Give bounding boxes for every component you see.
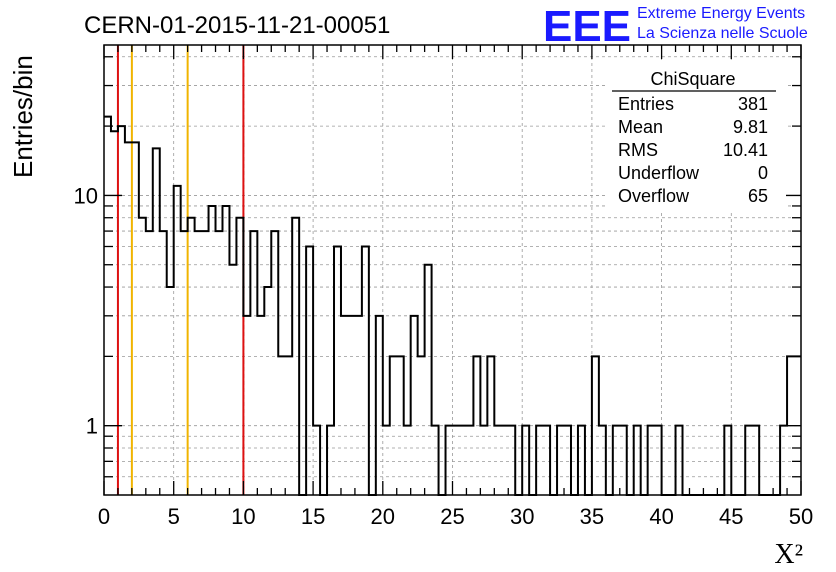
grid-lines — [104, 45, 801, 495]
histogram-bin — [250, 231, 257, 495]
stats-label: RMS — [618, 140, 658, 160]
stats-value: 381 — [738, 94, 768, 114]
x-tick-label: 20 — [371, 504, 395, 529]
stats-box-name: ChiSquare — [650, 69, 735, 89]
histogram-bin — [334, 246, 341, 495]
histogram-bin — [257, 316, 264, 495]
histogram-bin — [174, 186, 181, 495]
histogram-bin — [167, 287, 174, 495]
x-axis-label: X² — [774, 539, 803, 570]
histogram-outline — [104, 115, 801, 496]
histogram-bin — [243, 316, 250, 495]
histogram-bin — [146, 231, 153, 495]
stats-box: ChiSquare Entries 381 Mean 9.81 RMS 10.41 Unde… — [606, 60, 786, 210]
stats-label: Entries — [618, 94, 674, 114]
stats-value: 10.41 — [723, 140, 768, 160]
x-tick-label: 30 — [510, 504, 534, 529]
histogram-bin — [425, 265, 432, 495]
y-axis-label: Entries/bin — [8, 55, 38, 178]
x-tick-labels: 0 5 10 15 20 25 30 35 40 45 50 — [98, 504, 813, 529]
x-tick-label: 10 — [231, 504, 255, 529]
histogram-bin — [362, 246, 369, 495]
histogram-bin — [271, 231, 278, 495]
x-tick-label: 50 — [789, 504, 813, 529]
logo-line-2: La Scienza nelle Scuole — [637, 25, 808, 42]
histogram-bin — [348, 316, 355, 495]
chart-title: CERN-01-2015-11-21-00051 — [84, 12, 390, 39]
histogram-bin — [181, 231, 188, 495]
histogram-bin — [118, 126, 125, 495]
stats-label: Overflow — [618, 186, 690, 206]
logo-line-1: Extreme Energy Events — [637, 5, 805, 22]
x-tick-label: 15 — [301, 504, 325, 529]
x-tick-label: 25 — [440, 504, 464, 529]
eee-logo-mark: EEE — [543, 2, 631, 51]
histogram-bin — [264, 287, 271, 495]
x-tick-label: 5 — [168, 504, 180, 529]
histogram-bin — [209, 206, 216, 495]
histogram-bin — [222, 206, 229, 495]
x-tick-label: 0 — [98, 504, 110, 529]
y-tick-label: 10 — [74, 183, 98, 208]
histogram-bin — [216, 231, 223, 495]
histogram-bin — [202, 231, 209, 495]
histogram-bin — [111, 131, 118, 495]
histogram-bin — [104, 117, 111, 495]
x-tick-label: 40 — [649, 504, 673, 529]
y-tick-label: 1 — [86, 414, 98, 439]
histogram-bin — [229, 265, 236, 495]
stats-value: 65 — [748, 186, 768, 206]
y-tick-labels: 1 10 — [74, 183, 98, 438]
histogram-bin — [341, 316, 348, 495]
histogram-bin — [195, 231, 202, 495]
x-tick-label: 45 — [719, 504, 743, 529]
stats-label: Mean — [618, 117, 663, 137]
reference-lines — [116, 45, 245, 495]
stats-value: 0 — [758, 163, 768, 183]
stats-value: 9.81 — [733, 117, 768, 137]
histogram-bin — [355, 316, 362, 495]
histogram-bin — [411, 316, 418, 495]
histogram-bin — [376, 316, 383, 495]
x-tick-label: 35 — [580, 504, 604, 529]
histogram-bin — [306, 246, 313, 495]
histogram-bin — [153, 148, 160, 495]
histogram-bin — [160, 231, 167, 495]
axis-ticks — [103, 45, 802, 495]
histogram — [104, 115, 801, 496]
stats-label: Underflow — [618, 163, 700, 183]
